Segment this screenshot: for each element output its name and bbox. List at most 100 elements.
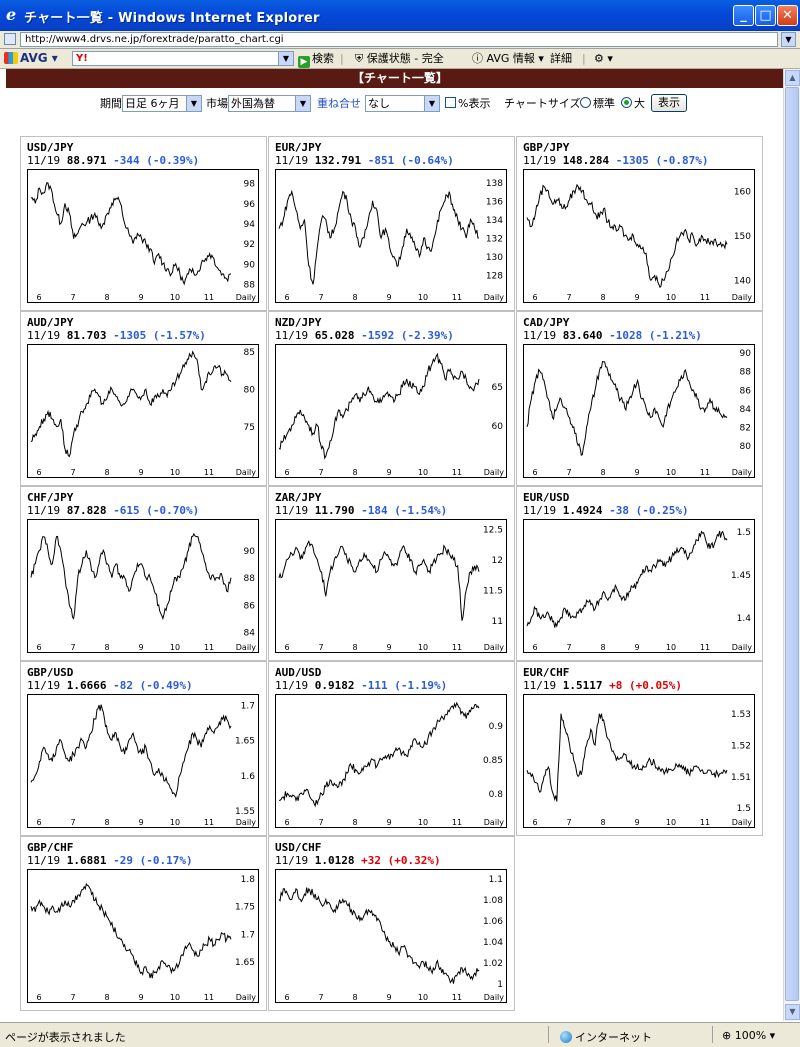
chart-panel: AUD/JPY 11/19 81.703 -1305 (-1.57%) 85 80 75… [20,311,267,486]
safe-status-button[interactable]: ⛨ 保護状態 - 完全 [355,52,444,65]
page-title: 【チャート一覧】 [6,69,794,88]
x-tick-label: 9 [386,993,391,1002]
x-tick-label: 9 [138,468,143,477]
size-large-radio[interactable] [621,97,632,108]
x-tick-label: 6 [284,993,289,1002]
chart-panel: EUR/USD 11/19 1.4924 -38 (-0.25%) 1.5 1.45 1… [516,486,763,661]
chart-pair-title: GBP/USD [27,666,74,679]
chart-quote-line: 11/19 88.971 -344 (-0.39%) [27,154,199,167]
overlay-link[interactable]: 重ね合せ [317,97,361,110]
search-input[interactable]: Y! ▼ [72,51,294,66]
chart-pair-title: CHF/JPY [27,491,74,504]
y-tick-label: 1.8 [241,875,256,885]
scroll-up-icon[interactable]: ▲ [785,70,800,86]
chart-date: 11/19 [27,854,61,867]
chart-size-label: チャートサイズ [504,97,581,110]
y-tick-label: 1.1 [489,875,503,885]
percent-checkbox[interactable] [445,97,456,108]
y-tick-label: 1.75 [235,903,255,913]
x-tick-label: 11 [452,643,462,652]
settings-icon: ⚙ [594,52,604,65]
x-tick-label: 8 [352,468,357,477]
scroll-down-icon[interactable]: ▼ [785,1004,800,1020]
y-tick-label: 1.65 [235,958,255,968]
price-line [278,887,480,984]
scroll-thumb[interactable] [785,87,799,1001]
period-select[interactable]: 日足 6ヶ月 ▼ [122,95,202,112]
overlay-select-value: なし [368,97,390,110]
chevron-down-icon[interactable]: ▼ [278,52,293,65]
chart-date: 11/19 [275,329,309,342]
chart-pair-title: ZAR/JPY [275,491,322,504]
chart-date: 11/19 [523,504,557,517]
chart-quote-line: 11/19 148.284 -1305 (-0.87%) [523,154,708,167]
x-tick-label: 8 [104,818,109,827]
chart-frame [275,694,507,828]
details-button[interactable]: 詳細 [550,52,572,65]
globe-icon [560,1031,572,1043]
search-button-label: 検索 [312,52,334,65]
chart-change-pct: (+0.32%) [387,854,441,867]
x-tick-label: 8 [104,468,109,477]
chart-price: 1.6881 [66,854,107,867]
chart-quote-line: 11/19 65.028 -1592 (-2.39%) [275,329,454,342]
y-tick-label: 1 [497,980,503,990]
y-tick-label: 86 [740,386,752,396]
toolbar-divider: | [340,52,344,65]
chart-frame [275,519,507,653]
chart-change: -615 [113,504,140,517]
chart-panel: ZAR/JPY 11/19 11.790 -184 (-1.54%) 12.5 12 1… [268,486,515,661]
chart-change: -1028 [609,329,643,342]
x-tick-label: 6 [284,468,289,477]
y-tick-label: 1.5 [737,804,751,814]
y-tick-label: 136 [486,197,503,207]
size-standard-radio[interactable] [580,97,591,108]
chart-price: 1.5117 [562,679,603,692]
overlay-select[interactable]: なし ▼ [365,95,440,112]
chart-change: +8 [609,679,623,692]
chart-change: -184 [361,504,388,517]
x-tick-label: 7 [318,993,323,1002]
avg-info-button[interactable]: ⓘ AVG 情報 ▾ [472,52,544,65]
chart-panel: AUD/USD 11/19 0.9182 -111 (-1.19%) 0.9 0.85… [268,661,515,836]
search-button[interactable]: ▶ 検索 [298,52,334,68]
y-tick-label: 1.53 [731,710,751,720]
x-tick-label: 11 [700,293,710,302]
y-tick-label: 84 [740,405,752,415]
chart-frame [523,169,755,303]
market-select[interactable]: 外国為替 ▼ [228,95,311,112]
chart-date: 11/19 [275,504,309,517]
x-tick-label: 9 [138,993,143,1002]
chart-frame [27,869,259,1003]
chart-price: 11.790 [314,504,355,517]
status-divider [712,1026,713,1043]
x-tick-label: 6 [36,818,41,827]
x-tick-label: 9 [138,293,143,302]
minimize-button[interactable]: _ [733,5,754,26]
chevron-down-icon[interactable]: ▼ [781,32,796,47]
address-input[interactable]: http://www4.drvs.ne.jp/forextrade/paratt… [20,32,778,47]
maximize-button[interactable]: □ [755,5,776,26]
x-tick-label: 7 [70,993,75,1002]
chart-change-pct: (-0.70%) [146,504,200,517]
x-tick-label: 7 [70,818,75,827]
chart-change: -111 [361,679,388,692]
chart-frame [275,344,507,478]
options-button[interactable]: ⚙ ▾ [594,52,613,65]
status-text: ページが表示されました [5,1031,126,1044]
show-button[interactable]: 表示 [651,94,687,112]
x-tick-label: 10 [418,818,428,827]
chart-frame [27,519,259,653]
chart-change-pct: (-1.54%) [394,504,448,517]
period-select-value: 日足 6ヶ月 [125,97,180,110]
close-button[interactable]: ✕ [777,5,798,26]
vertical-scrollbar[interactable]: ▲ ▼ [783,69,800,1021]
x-tick-label: 7 [566,818,571,827]
avg-label: AVG [20,51,48,65]
x-tick-label: 6 [36,293,41,302]
x-tick-label: 9 [634,643,639,652]
avg-menu[interactable]: AVG ▾ [4,51,58,65]
x-tick-label: 10 [418,643,428,652]
zoom-control[interactable]: ⊕ 100% ▾ [722,1029,776,1042]
page-icon [4,33,16,45]
